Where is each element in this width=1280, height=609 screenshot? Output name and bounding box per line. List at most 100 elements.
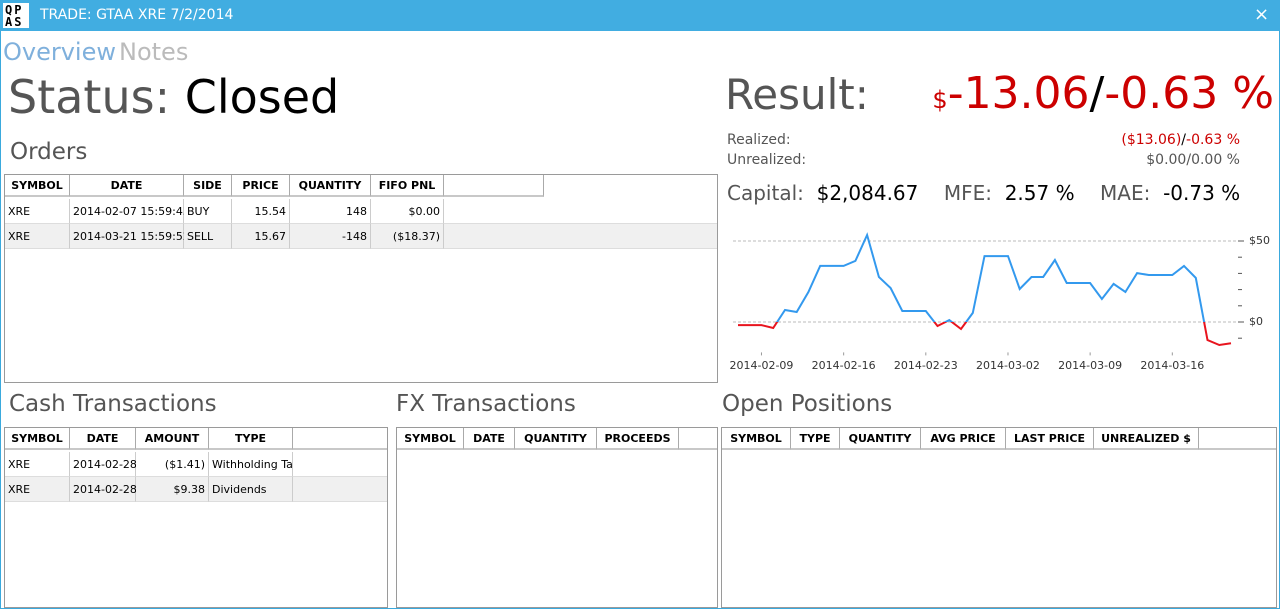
realized-amount: ($13.06) — [1121, 132, 1182, 148]
x-tick-label: 2014-02-16 — [812, 359, 876, 372]
column-header-filler — [1199, 428, 1276, 450]
column-header: TYPE — [209, 428, 293, 450]
table-cell: Dividends — [209, 477, 293, 502]
table-cell: 2014-02-28 — [70, 477, 137, 502]
stat-value: $2,084.67 — [816, 181, 919, 205]
column-header-filler — [293, 428, 387, 450]
logo-line: QP — [5, 3, 24, 17]
table-cell: 2014-02-07 15:59:43 — [70, 199, 190, 224]
table-cell: 148 — [290, 199, 371, 224]
result-separator: / — [1089, 68, 1105, 119]
status-value: Closed — [184, 70, 340, 124]
pnl-line — [738, 232, 1232, 347]
row-filler — [444, 224, 717, 249]
result-percent: -0.63 % — [1104, 68, 1274, 119]
table-cell: SELL — [184, 224, 232, 249]
logo: QP AS — [3, 3, 29, 29]
column-header: SYMBOL — [5, 175, 70, 197]
realized-label: Realized: — [727, 132, 791, 148]
table-cell: XRE — [5, 224, 70, 249]
realized-value: ($13.06)/-0.63 % — [1121, 132, 1240, 148]
column-header: QUANTITY — [840, 428, 921, 450]
unrealized-percent: 0.00 % — [1191, 152, 1240, 168]
table-cell: XRE — [5, 199, 70, 224]
result-amount: -13.06 — [947, 68, 1090, 119]
row-filler — [293, 452, 387, 477]
stat-label: Capital: — [727, 181, 804, 205]
stat-label: MFE: — [943, 181, 992, 205]
table-cell: XRE — [5, 452, 70, 477]
logo-line: AS — [5, 15, 24, 29]
result-label: Result: — [725, 70, 869, 119]
column-header: DATE — [70, 428, 136, 450]
table-cell: 2014-02-28 — [70, 452, 137, 477]
table-cell: 15.67 — [232, 224, 290, 249]
stat-label: MAE: — [1100, 181, 1151, 205]
table-cell: BUY — [184, 199, 232, 224]
realized-separator: / — [1181, 132, 1187, 148]
row-filler — [293, 477, 387, 502]
table-cell: ($18.37) — [371, 224, 444, 249]
column-header: UNREALIZED $ — [1094, 428, 1199, 450]
stat-value: 2.57 % — [1004, 181, 1075, 205]
unrealized-label: Unrealized: — [727, 152, 807, 168]
window-title: TRADE: GTAA XRE 7/2/2014 — [40, 7, 234, 23]
row-filler — [444, 199, 717, 224]
table-cell: 2014-03-21 15:59:52 — [70, 224, 190, 249]
table-cell: -148 — [290, 224, 371, 249]
y-tick-label: $0 — [1249, 315, 1263, 328]
column-header: QUANTITY — [290, 175, 371, 197]
column-header: SYMBOL — [5, 428, 70, 450]
close-button[interactable]: × — [1254, 4, 1270, 25]
title-bar: QP AS TRADE: GTAA XRE 7/2/2014 × — [0, 0, 1280, 31]
column-header-filler — [679, 428, 717, 450]
unrealized-amount: $0.00 — [1146, 152, 1187, 168]
column-header: SYMBOL — [722, 428, 791, 450]
table-cell: $0.00 — [371, 199, 444, 224]
column-header: FIFO PNL — [371, 175, 444, 197]
table: SYMBOL DATE QUANTITY PROCEEDS — [396, 427, 718, 608]
section-heading: Cash Transactions — [9, 391, 217, 417]
x-tick-label: 2014-02-23 — [894, 359, 958, 372]
column-header: SIDE — [184, 175, 232, 197]
table-cell: ($1.41) — [136, 452, 209, 477]
table-cell: Withholding Tax — [209, 452, 299, 477]
column-header: PROCEEDS — [597, 428, 679, 450]
tab-overview[interactable]: Overview — [3, 38, 116, 66]
x-tick-label: 2014-03-09 — [1058, 359, 1122, 372]
unrealized-value: $0.00/0.00 % — [1146, 152, 1240, 168]
result-value: $-13.06/-0.63 % — [932, 68, 1274, 119]
stats: Capital: $2,084.67 MFE: 2.57 % MAE: -0.7… — [727, 181, 1240, 205]
status-label: Status: — [8, 70, 171, 124]
table: SYMBOL DATE AMOUNT TYPE XRE 2014-02-28 ($1.41)… — [4, 427, 388, 608]
column-header-filler — [444, 175, 544, 197]
section-heading: Orders — [10, 139, 88, 165]
section-heading: FX Transactions — [396, 391, 576, 417]
column-header: DATE — [70, 175, 184, 197]
column-header: TYPE — [791, 428, 840, 450]
column-header: QUANTITY — [515, 428, 597, 450]
table-cell: XRE — [5, 477, 70, 502]
realized-percent: -0.63 % — [1186, 132, 1240, 148]
column-header: LAST PRICE — [1006, 428, 1094, 450]
status: Status: Closed — [8, 70, 339, 124]
unrealized-separator: / — [1186, 152, 1192, 168]
x-tick-label: 2014-02-09 — [730, 359, 794, 372]
column-header: PRICE — [232, 175, 290, 197]
column-header: SYMBOL — [397, 428, 464, 450]
stat-value: -0.73 % — [1163, 181, 1241, 205]
x-tick-label: 2014-03-02 — [976, 359, 1040, 372]
tab-notes[interactable]: Notes — [119, 38, 189, 66]
column-header: DATE — [464, 428, 515, 450]
column-header: AVG PRICE — [921, 428, 1006, 450]
table-cell: $9.38 — [136, 477, 209, 502]
x-tick-label: 2014-03-16 — [1140, 359, 1204, 372]
table: SYMBOL DATE SIDE PRICE QUANTITY FIFO PNL XRE 20… — [4, 174, 718, 383]
section-heading: Open Positions — [722, 391, 893, 417]
y-tick-label: $50 — [1249, 234, 1270, 247]
table-cell: 15.54 — [232, 199, 290, 224]
table: SYMBOL TYPE QUANTITY AVG PRICE LAST PRICE UNR… — [721, 427, 1277, 608]
result-currency: $ — [932, 86, 948, 114]
